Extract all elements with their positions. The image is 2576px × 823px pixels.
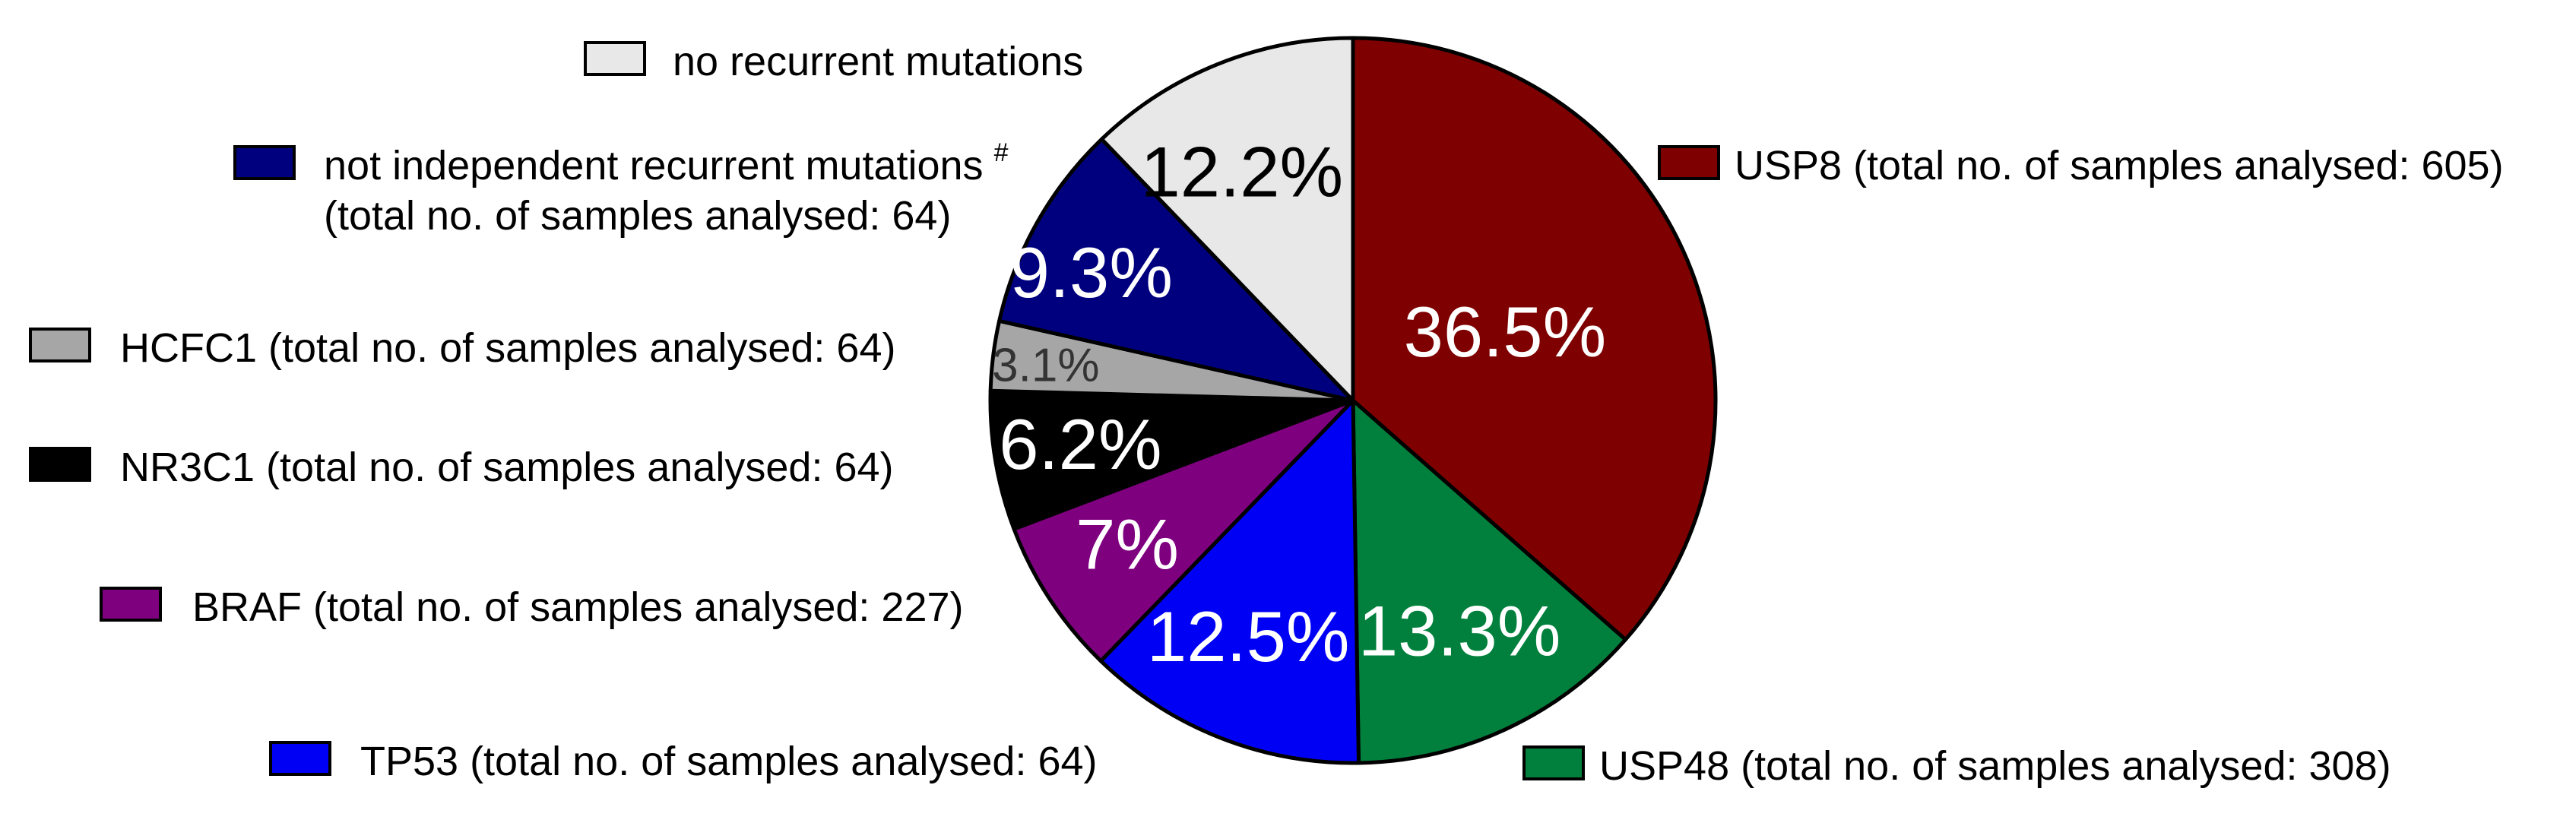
legend-label-7: no recurrent mutations <box>673 39 1083 84</box>
legend-label-5: HCFC1 (total no. of samples analysed: 64… <box>120 325 895 371</box>
legend-label-2: TP53 (total no. of samples analysed: 64) <box>360 739 1098 784</box>
legend-label-1: USP48 (total no. of samples analysed: 30… <box>1599 743 2391 789</box>
legend-swatch-4 <box>29 447 91 482</box>
pie-slice-0 <box>1351 36 1718 642</box>
slice-value-label-1: 13.3% <box>1358 591 1561 671</box>
pie-slices <box>988 36 1718 765</box>
legend-swatch-1 <box>1522 745 1585 780</box>
slice-value-label-0: 36.5% <box>1404 292 1607 372</box>
slice-value-label-6: 9.3% <box>1010 233 1173 312</box>
pie-slice-labels: 36.5% 13.3%12.5% 7% 6.2% 3.1% 9.3% 12.2% <box>992 132 1606 676</box>
slice-value-label-3: 7% <box>1076 504 1179 584</box>
legend-swatch-5 <box>29 328 91 362</box>
legend-label-6: not independent recurrent mutations # <box>324 138 1009 188</box>
legend-swatch-0 <box>1658 145 1720 180</box>
slice-value-label-5: 3.1% <box>992 340 1099 392</box>
legend-swatch-7 <box>584 41 646 76</box>
pie-slice-1 <box>1351 398 1628 765</box>
slice-value-label-2: 12.5% <box>1147 597 1350 676</box>
legend-label-6-line2: (total no. of samples analysed: 64) <box>324 193 951 239</box>
legend-label-3: BRAF (total no. of samples analysed: 227… <box>192 584 964 630</box>
slice-value-label-4: 6.2% <box>999 404 1161 484</box>
legend: USP8 (total no. of samples analysed: 605… <box>29 39 2504 789</box>
pie-slice-6 <box>997 137 1355 403</box>
legend-swatch-3 <box>100 587 162 622</box>
pie-slice-4 <box>988 388 1355 531</box>
slice-value-label-7: 12.2% <box>1141 132 1344 212</box>
legend-label-superscript: # <box>994 138 1009 167</box>
pie-slice-7 <box>1099 36 1355 403</box>
legend-label-4: NR3C1 (total no. of samples analysed: 64… <box>120 445 894 490</box>
legend-swatch-2 <box>269 741 331 776</box>
legend-label-0: USP8 (total no. of samples analysed: 605… <box>1735 143 2504 188</box>
legend-swatch-6 <box>233 145 296 180</box>
pie-slice-2 <box>1098 398 1361 765</box>
pie-slice-3 <box>1012 398 1355 663</box>
